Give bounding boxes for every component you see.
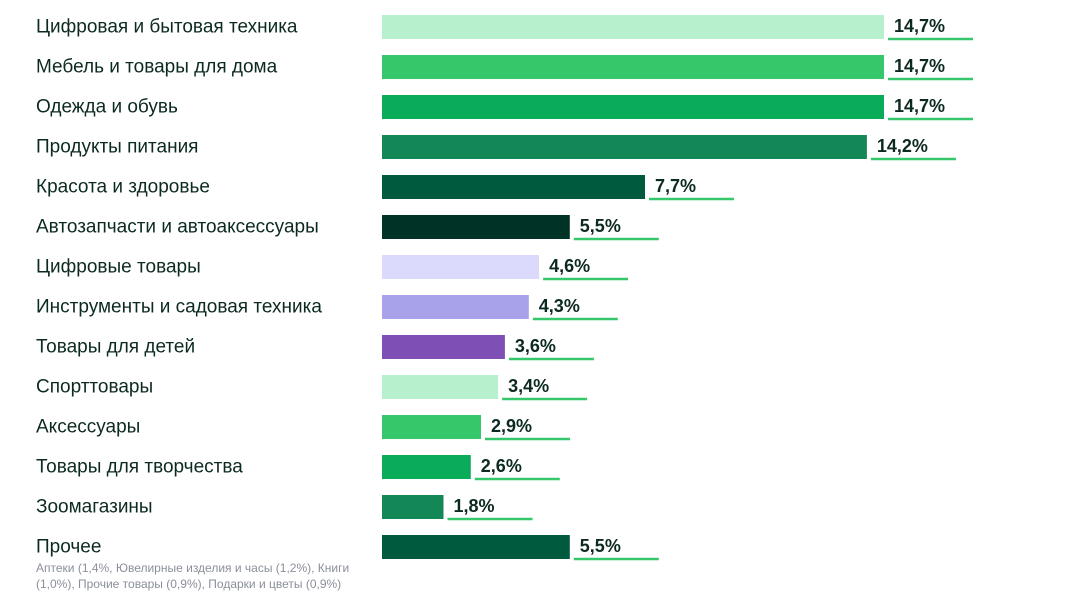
bar — [382, 255, 540, 279]
value-label: 14,7% — [894, 96, 945, 116]
bar — [382, 375, 499, 399]
category-label: Цифровая и бытовая техника — [36, 17, 298, 38]
value-label: 4,6% — [549, 256, 590, 276]
value-label: 3,6% — [515, 336, 556, 356]
bar — [382, 55, 884, 79]
bar — [382, 455, 471, 479]
category-label: Товары для творчества — [36, 457, 243, 478]
bar — [382, 535, 570, 559]
category-label: Товары для детей — [36, 337, 195, 358]
category-label: Автозапчасти и автоаксессуары — [36, 217, 319, 238]
value-label: 2,9% — [491, 416, 532, 436]
bar — [382, 215, 570, 239]
category-label: Цифровые товары — [36, 257, 201, 278]
value-label: 4,3% — [539, 296, 580, 316]
other-breakdown-note: Аптеки (1,4%, Ювелирные изделия и часы (… — [36, 561, 349, 575]
value-label: 5,5% — [580, 216, 621, 236]
value-label: 2,6% — [481, 456, 522, 476]
other-breakdown-note: (1,0%), Прочие товары (0,9%), Подарки и … — [36, 577, 341, 591]
category-label: Зоомагазины — [36, 497, 153, 518]
bar — [382, 495, 444, 519]
value-label: 14,2% — [877, 136, 928, 156]
bar — [382, 95, 884, 119]
category-label: Красота и здоровье — [36, 177, 210, 198]
value-label: 7,7% — [655, 176, 696, 196]
category-label: Прочее — [36, 537, 101, 558]
bar — [382, 15, 884, 39]
value-label: 14,7% — [894, 16, 945, 36]
category-label: Продукты питания — [36, 137, 198, 158]
bar — [382, 295, 529, 319]
category-label: Мебель и товары для дома — [36, 57, 278, 78]
category-label: Аксессуары — [36, 417, 140, 438]
value-label: 1,8% — [454, 496, 495, 516]
category-label: Инструменты и садовая техника — [36, 297, 322, 318]
value-label: 3,4% — [508, 376, 549, 396]
bar — [382, 415, 481, 439]
category-label: Спорттовары — [36, 377, 153, 398]
value-label: 14,7% — [894, 56, 945, 76]
bar — [382, 135, 867, 159]
value-label: 5,5% — [580, 536, 621, 556]
bar — [382, 335, 505, 359]
bar — [382, 175, 645, 199]
category-label: Одежда и обувь — [36, 97, 178, 118]
